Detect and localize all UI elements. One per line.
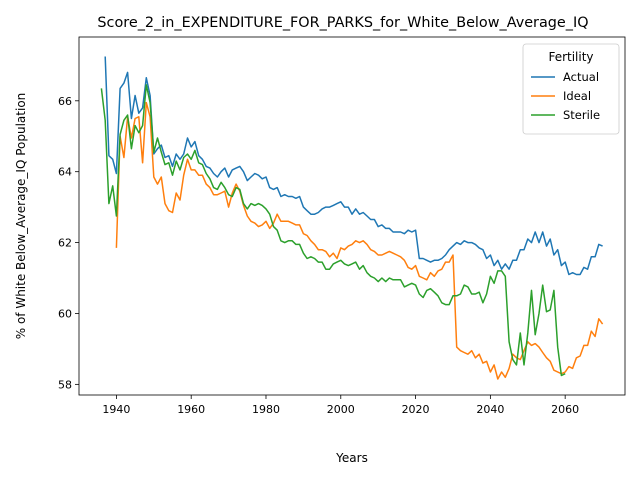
- x-tick-label: 1940: [102, 403, 130, 416]
- plot-area: [78, 36, 626, 396]
- chart-title: Score_2_in_EXPENDITURE_FOR_PARKS_for_Whi…: [97, 15, 588, 31]
- axes-frame: [78, 36, 626, 396]
- x-tick-label: 2000: [327, 403, 355, 416]
- x-tick-label: 2040: [476, 403, 504, 416]
- series-layer: [100, 56, 604, 380]
- x-axis: 1940 1960 1980 2000 2020 2040 2060: [102, 395, 579, 416]
- legend-label-sterile: Sterile: [563, 108, 600, 122]
- series-line-ideal: [115, 101, 604, 380]
- x-tick-label: 1960: [177, 403, 205, 416]
- legend: Fertility Actual Ideal Sterile: [522, 43, 620, 135]
- y-tick-label: 58: [58, 378, 72, 391]
- y-axis: 58 60 62 64 66: [58, 95, 79, 391]
- x-tick-label: 2060: [551, 403, 579, 416]
- y-tick-label: 66: [58, 95, 72, 108]
- legend-box: [522, 43, 620, 135]
- series-line-sterile: [100, 84, 566, 377]
- x-axis-label: Years: [335, 451, 368, 465]
- x-tick-label: 2020: [402, 403, 430, 416]
- y-axis-label: % of White Below_Average_IQ Population: [14, 93, 28, 340]
- legend-label-ideal: Ideal: [563, 89, 591, 103]
- y-tick-label: 60: [58, 307, 72, 320]
- y-tick-label: 62: [58, 237, 72, 250]
- legend-label-actual: Actual: [563, 70, 599, 84]
- series-line-actual: [104, 56, 603, 276]
- x-tick-label: 1980: [252, 403, 280, 416]
- y-tick-label: 64: [58, 166, 72, 179]
- legend-title: Fertility: [548, 50, 593, 64]
